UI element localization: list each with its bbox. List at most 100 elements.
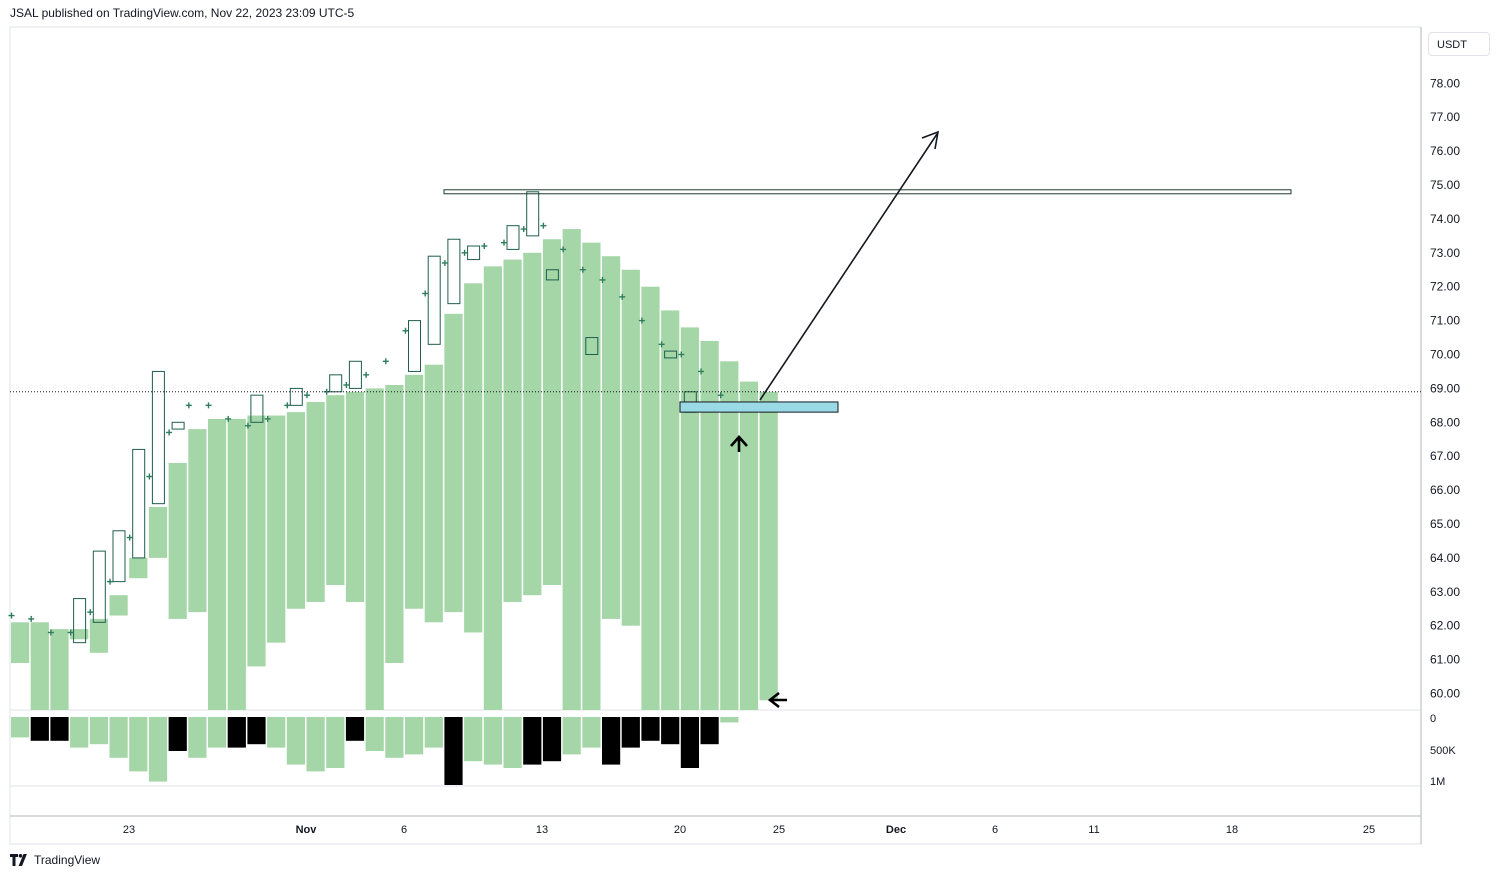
price-bar	[109, 595, 128, 616]
currency-unit-label[interactable]: USDT	[1428, 32, 1490, 56]
price-bar	[247, 415, 266, 667]
volume-bars	[11, 717, 739, 785]
cross-marker	[461, 249, 468, 256]
volume-bar	[542, 717, 562, 762]
price-bar	[345, 391, 365, 602]
price-tick-label: 76.00	[1430, 144, 1460, 158]
cross-marker	[47, 629, 54, 636]
price-tick-label: 67.00	[1430, 449, 1460, 463]
price-bar	[148, 507, 168, 558]
price-tick-label: 60.00	[1430, 687, 1460, 701]
price-bar	[70, 629, 89, 640]
volume-bar	[326, 717, 345, 768]
cross-marker	[107, 578, 113, 585]
price-tick-label: 75.00	[1430, 178, 1460, 192]
hollow-candle	[427, 255, 441, 345]
hollow-candle	[664, 350, 678, 359]
time-tick-label: 25	[1363, 824, 1375, 836]
volume-bar	[483, 717, 502, 765]
cross-marker	[481, 243, 488, 250]
volume-bar	[503, 717, 522, 768]
drawings[interactable]	[10, 130, 1421, 709]
hollow-candle	[447, 238, 461, 305]
cross-marker	[441, 259, 448, 266]
price-bar	[661, 310, 680, 710]
volume-tick-label: 1M	[1430, 776, 1445, 788]
price-tick-label: 77.00	[1430, 110, 1460, 124]
chart-frame	[9, 26, 1422, 845]
cross-marker	[304, 392, 310, 399]
volume-bar	[227, 717, 246, 748]
price-tick-label: 71.00	[1430, 314, 1460, 328]
cross-marker	[146, 473, 153, 480]
volume-bar	[582, 717, 601, 748]
tradingview-logo-icon	[10, 854, 27, 866]
volume-bar	[70, 717, 89, 748]
resistance-line	[443, 189, 1292, 195]
hollow-candle	[250, 394, 264, 423]
price-tick-label: 78.00	[1430, 76, 1460, 90]
price-bar	[523, 252, 542, 596]
volume-bar	[208, 717, 227, 748]
volume-bar	[168, 717, 187, 751]
up-arrow-icon	[730, 435, 748, 452]
time-tick-label: 6	[992, 824, 998, 836]
volume-bar	[89, 717, 108, 745]
price-bar	[582, 242, 601, 710]
hollow-candle	[526, 191, 540, 237]
price-bar	[700, 340, 719, 710]
hollow-candle	[92, 550, 106, 623]
cross-marker	[28, 615, 35, 622]
price-bar	[444, 313, 463, 613]
volume-bar	[385, 717, 404, 758]
footer-brand[interactable]: TradingView	[10, 853, 100, 867]
volume-bar	[306, 717, 325, 772]
price-axis[interactable]: 60.00 61.00 62.00 63.00 64.00 65.00 66.00 67.00…	[1430, 76, 1460, 700]
volume-bar	[345, 717, 365, 741]
time-axis[interactable]: 23 Nov 6 13 20 25 Dec 6 11 18 25	[123, 824, 1375, 836]
cross-marker	[638, 317, 645, 324]
price-bar	[89, 618, 108, 653]
price-bar	[503, 259, 522, 602]
price-bar	[208, 418, 227, 710]
price-bar	[424, 364, 443, 623]
hollow-candle	[545, 269, 559, 281]
volume-bar	[109, 717, 128, 758]
price-bar	[30, 622, 49, 710]
cross-marker	[422, 290, 429, 297]
time-tick-label: 13	[536, 824, 548, 836]
support-zone	[679, 401, 839, 413]
price-tick-label: 64.00	[1430, 551, 1460, 565]
price-bar	[464, 283, 483, 633]
time-tick-label: 18	[1226, 824, 1238, 836]
time-tick-label: 11	[1088, 824, 1099, 836]
price-tick-label: 65.00	[1430, 517, 1460, 531]
price-bar	[602, 256, 621, 619]
cross-marker	[402, 327, 409, 334]
cross-marker	[520, 226, 527, 233]
cross-marker	[698, 368, 704, 375]
volume-bar	[621, 717, 640, 748]
price-tick-label: 66.00	[1430, 483, 1460, 497]
price-tick-label: 73.00	[1430, 246, 1460, 260]
volume-bar	[50, 717, 69, 741]
volume-bar	[129, 717, 148, 772]
volume-bar	[365, 717, 384, 751]
time-tick-label: Dec	[886, 824, 906, 836]
price-tick-label: 62.00	[1430, 619, 1460, 633]
volume-bar	[247, 717, 266, 745]
price-bar	[306, 401, 325, 602]
price-tick-label: 61.00	[1430, 653, 1460, 667]
hollow-candle	[132, 448, 146, 559]
price-bar	[50, 629, 69, 710]
hollow-candle	[171, 421, 185, 430]
hollow-candle	[348, 360, 362, 389]
cross-marker	[264, 415, 271, 422]
volume-bar	[680, 717, 699, 768]
price-bar	[680, 327, 699, 710]
cross-marker	[225, 415, 232, 422]
price-tick-label: 68.00	[1430, 415, 1460, 429]
cross-marker	[126, 534, 133, 541]
target-arrow-head	[921, 130, 940, 150]
